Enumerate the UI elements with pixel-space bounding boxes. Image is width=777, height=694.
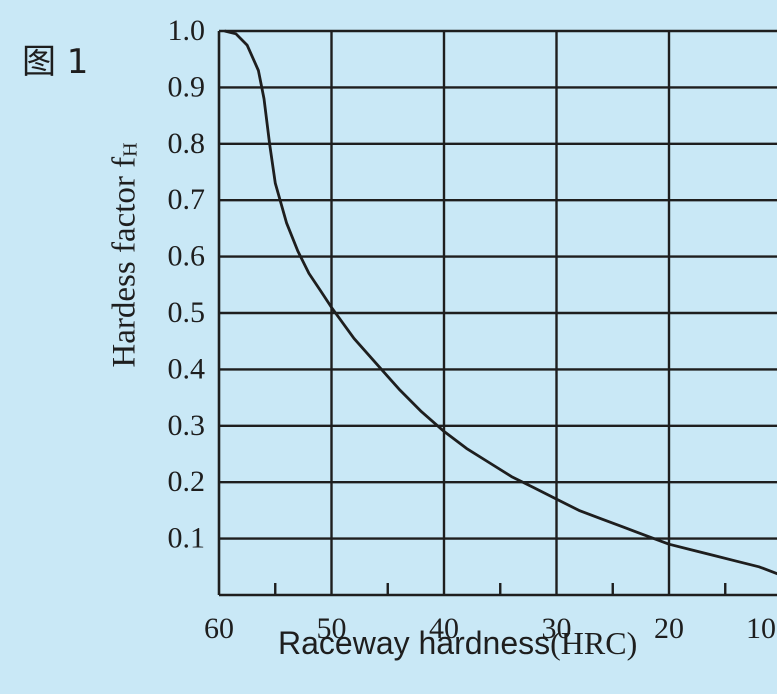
y-axis-title-main: Hardess factor f xyxy=(106,156,143,368)
y-tick-label: 0.2 xyxy=(168,465,206,498)
hardness-factor-curve xyxy=(224,29,777,576)
y-tick-label: 1.0 xyxy=(168,14,206,47)
x-tick-label: 60 xyxy=(204,612,234,645)
y-tick-label: 0.1 xyxy=(168,522,206,555)
y-tick-label: 0.3 xyxy=(168,409,206,442)
x-axis-title-main: Raceway hardness xyxy=(278,625,551,661)
x-axis-title: Raceway hardness(HRC) xyxy=(278,625,637,662)
y-tick-label: 0.7 xyxy=(168,183,206,216)
y-tick-label: 0.9 xyxy=(168,70,206,103)
y-tick-label: 0.4 xyxy=(168,352,206,385)
y-tick-label: 0.5 xyxy=(168,296,206,329)
y-tick-label: 0.6 xyxy=(168,240,206,273)
x-tick-label: 20 xyxy=(654,612,684,645)
y-axis-title: Hardess factor fH xyxy=(107,142,144,367)
y-axis-title-subscript: H xyxy=(119,142,142,157)
x-tick-label: 30 xyxy=(542,612,572,645)
x-tick-label: 40 xyxy=(429,612,459,645)
x-tick-label: 50 xyxy=(317,612,347,645)
x-tick-label: 10 xyxy=(746,612,776,645)
x-axis-title-unit: (HRC) xyxy=(550,625,638,661)
y-tick-label: 0.8 xyxy=(168,127,206,160)
figure-label: 图 1 xyxy=(22,42,89,82)
